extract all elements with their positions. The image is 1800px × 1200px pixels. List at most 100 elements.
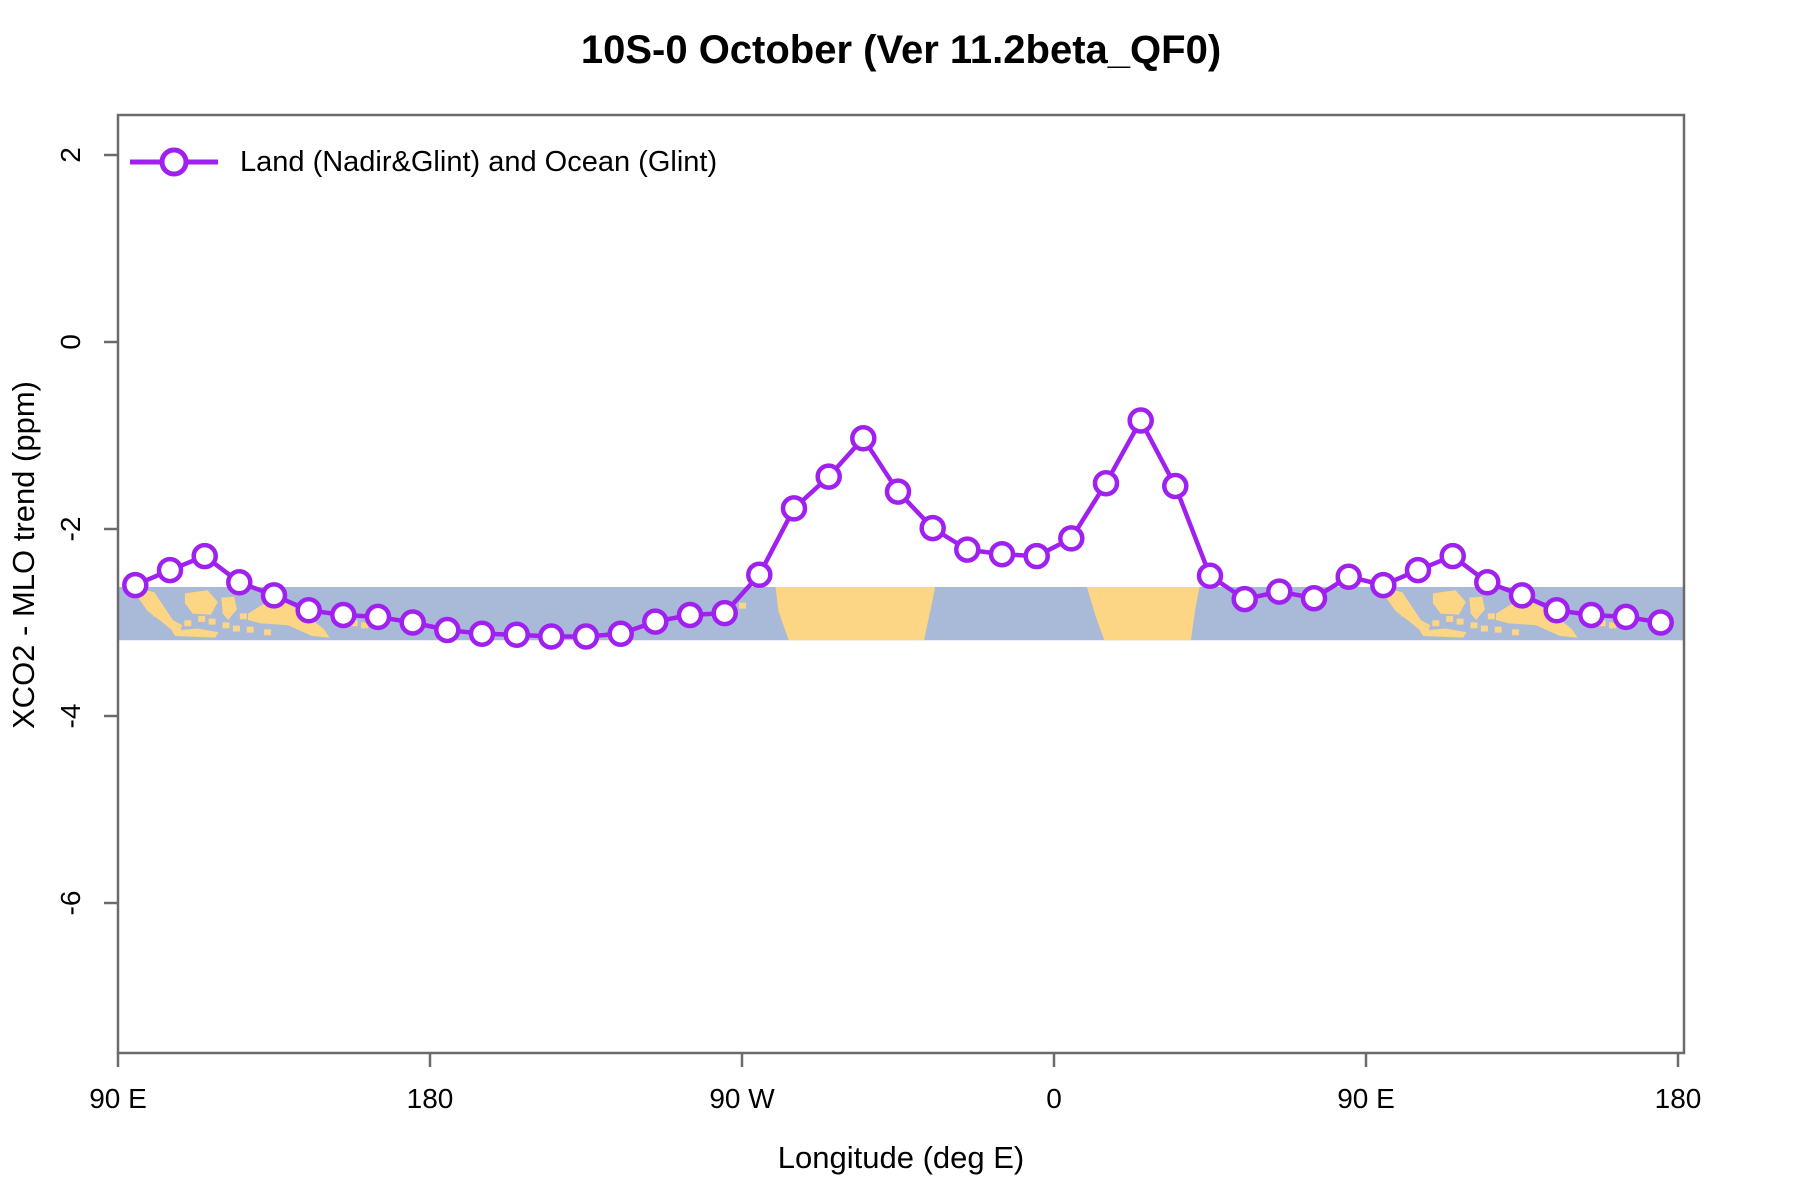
map-land-sulawesi [221,596,237,620]
y-tick-label: 0 [55,334,86,350]
legend-label: Land (Nadir&Glint) and Ocean (Glint) [240,145,718,178]
map-islet [208,618,216,625]
data-point-marker [1127,407,1154,434]
data-point-marker [1404,556,1432,584]
map-islet [153,610,161,617]
data-point-marker [1647,609,1674,636]
map-land-africa [1086,587,1200,641]
data-point-marker [676,601,704,629]
data-point-marker [191,542,218,570]
data-point-marker [364,603,392,631]
map-islet [350,620,358,627]
data-point-marker [399,609,426,636]
data-point-marker [295,597,322,624]
data-point-marker [711,599,738,627]
data-point-marker [919,514,946,542]
map-islet [1401,610,1409,617]
map-land-borneo [184,590,218,615]
data-point-marker [260,582,288,609]
x-axis: 90 E 180 90 W 0 90 E 180 [89,1053,1701,1114]
x-tick-label: 90 E [1337,1083,1395,1114]
map-islet [739,602,746,609]
x-tick-label: 180 [1655,1083,1702,1114]
map-islet [239,613,247,620]
map-land-new-guinea [1496,603,1578,638]
data-point-marker [1196,562,1224,590]
map-islet [1470,622,1478,629]
y-tick-label: -6 [55,891,86,916]
map-islet [1487,613,1495,620]
data-point-marker [607,620,634,647]
map-land-new-guinea [248,603,330,638]
map-islet [1432,620,1440,627]
map-islet [222,622,230,629]
legend-line-marker-icon [130,147,218,177]
x-axis-title: Longitude (deg E) [777,1140,1025,1175]
map-land-java-chain [171,628,219,638]
page-title: 10S-0 October (Ver 11.2beta_QF0) [580,28,1222,72]
map-islet [163,617,171,624]
world-map-band [118,586,1684,641]
map-islet [264,629,272,636]
data-point-marker [572,623,600,650]
y-tick-label: 2 [55,147,86,163]
data-point-marker [1578,601,1605,629]
data-point-marker [1370,571,1397,599]
legend: Land (Nadir&Glint) and Ocean (Glint) [126,142,717,182]
x-tick-label: 180 [407,1083,454,1114]
data-point-marker [468,620,496,647]
data-point-marker [1300,584,1328,612]
map-land-south-america [775,587,936,641]
data-point-marker [156,556,184,584]
x-tick-label: 0 [1046,1083,1062,1114]
map-land-sulawesi [1469,596,1485,620]
data-point-marker [503,621,530,648]
x-tick-label: 90 E [89,1083,147,1114]
data-point-marker [330,601,357,629]
y-tick-label: -4 [55,704,86,729]
data-point-marker [642,608,669,635]
data-point-marker [780,495,808,522]
plot-border [116,113,1686,1055]
data-point-marker [1439,542,1466,570]
data-point-marker [1335,563,1362,590]
map-islet [184,620,192,627]
map-islet [198,615,206,622]
data-point-marker [1023,542,1050,570]
map-islet [1609,622,1617,629]
data-point-marker [746,561,773,589]
data-point-marker [226,569,253,596]
map-islet [1598,620,1606,627]
data-point-marker [538,623,565,650]
map-land-borneo [1432,590,1466,615]
data-point-marker [1508,582,1536,609]
map-islet [232,625,240,632]
data-point-marker [1231,585,1258,613]
data-point-marker [1266,578,1293,605]
data-point-marker [1092,469,1120,497]
map-islet [1411,617,1419,624]
data-point-marker [434,616,461,644]
map-islet [1456,618,1464,625]
x-tick-label: 90 W [709,1083,775,1114]
y-axis: 2 0 -2 -4 -6 [55,147,118,915]
data-point-marker [1543,597,1570,624]
data-point-marker [815,463,842,490]
map-islet [1512,629,1520,636]
data-point-marker [1058,525,1085,552]
map-islet [246,626,254,633]
data-point-marker [988,540,1016,568]
data-point-marker [122,571,149,599]
map-islet [361,622,369,629]
map-land-java-chain [1419,628,1467,638]
map-islet [1446,615,1454,622]
data-point-marker [1612,603,1640,631]
map-islet [1494,626,1502,633]
y-axis-title: XCO2 - MLO trend (ppm) [6,381,41,729]
data-point-marker [954,536,981,563]
data-series [122,407,1674,650]
data-point-marker [850,425,877,452]
data-point-marker [1162,472,1189,500]
